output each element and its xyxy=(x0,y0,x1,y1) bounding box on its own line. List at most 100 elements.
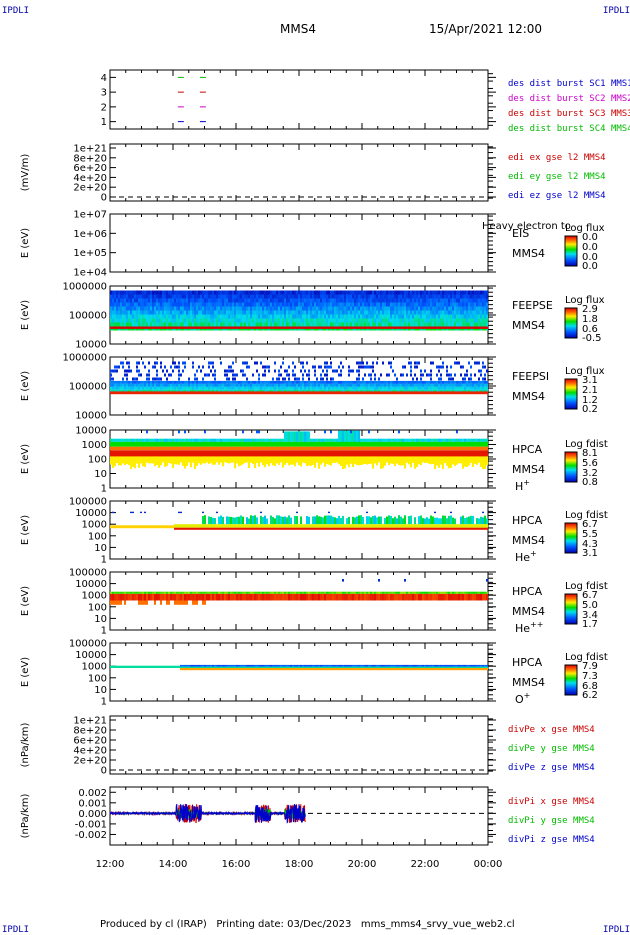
colorbar xyxy=(565,452,577,482)
species-label: He++ xyxy=(515,620,543,635)
legend-entry: edi ez gse l2 MMS4 xyxy=(508,191,606,201)
heatmap-cells xyxy=(110,362,488,395)
spacecraft-label: MMS4 xyxy=(512,319,545,332)
x-tick-label: 14:00 xyxy=(159,859,188,870)
y-tick-label: 1e+04 xyxy=(73,268,107,279)
y-tick-label: 0 xyxy=(101,193,107,204)
y-tick-label: 0 xyxy=(101,766,107,777)
y-axis-label: E (eV) xyxy=(20,586,31,616)
panel-frame xyxy=(110,214,488,272)
y-tick-label: 1 xyxy=(101,117,107,128)
y-tick-label: 10000 xyxy=(75,508,107,519)
colorbar xyxy=(565,523,577,553)
y-axis-label: E (eV) xyxy=(20,371,31,401)
footer-script: mms_mms4_srvy_vue_web2.cl xyxy=(361,919,515,930)
legend-entry: edi ex gse l2 MMS4 xyxy=(508,153,606,163)
colorbar-tick-label: 0.2 xyxy=(582,404,598,415)
colorbar-tick-label: 3.1 xyxy=(582,548,598,559)
y-tick-label: 4 xyxy=(101,73,107,84)
y-tick-label: 100000 xyxy=(69,639,107,650)
y-tick-label: 1e+05 xyxy=(73,248,107,259)
y-tick-label: 1e+06 xyxy=(73,229,107,240)
legend-entry: divPi x gse MMS4 xyxy=(508,797,595,807)
footer: Produced by cl (IRAP) Printing date: 03/… xyxy=(100,919,515,930)
legend-entry: des dist burst SC3 MMS3 xyxy=(508,109,630,119)
colorbar-tick-label: 0.8 xyxy=(582,477,598,488)
species-label: H+ xyxy=(515,478,530,493)
legend-entry: edi ey gse l2 MMS4 xyxy=(508,172,606,182)
footer-printing-date: Printing date: 03/Dec/2023 xyxy=(216,919,351,930)
y-axis-label: E (eV) xyxy=(20,515,31,545)
panel-frame xyxy=(110,643,488,701)
spacecraft-label: MMS4 xyxy=(512,463,545,476)
y-tick-label: 1000 xyxy=(82,591,107,602)
panel-frame xyxy=(110,716,488,774)
colorbar-tick-label: 1.7 xyxy=(582,619,598,630)
legend-entry: divPi y gse MMS4 xyxy=(508,816,595,826)
instrument-label: HPCA xyxy=(512,585,543,598)
x-tick-label: 18:00 xyxy=(285,859,314,870)
y-tick-label: -0.002 xyxy=(75,830,107,841)
y-tick-label: 1000 xyxy=(82,662,107,673)
y-axis-label: (nPa/km) xyxy=(20,794,31,839)
heatmap-cells xyxy=(110,665,488,670)
y-axis-label: E (eV) xyxy=(20,657,31,687)
legend-entry: divPe y gse MMS4 xyxy=(508,744,595,754)
instrument-label: HPCA xyxy=(512,514,543,527)
instrument-label: HPCA xyxy=(512,656,543,669)
spacecraft-label: MMS4 xyxy=(512,534,545,547)
legend-entry: divPe x gse MMS4 xyxy=(508,725,595,735)
heatmap-cells xyxy=(110,512,488,530)
colorbar xyxy=(565,379,577,409)
colorbar-tick-label: 0.0 xyxy=(582,261,598,272)
y-axis-label: (mV/m) xyxy=(20,154,31,192)
panel-frame xyxy=(110,144,488,201)
y-tick-label: 10000 xyxy=(75,426,107,437)
y-tick-label: 10000 xyxy=(75,650,107,661)
heatmap-cells xyxy=(110,291,488,331)
instrument-label: FEEPSE xyxy=(512,299,553,312)
legend-entry: des dist burst SC4 MMS4 xyxy=(508,124,630,134)
y-tick-label: 100000 xyxy=(69,311,107,322)
y-tick-label: 10 xyxy=(94,685,107,696)
y-tick-label: 100 xyxy=(88,673,107,684)
y-tick-label: 1 xyxy=(101,484,107,495)
series-line-blue xyxy=(110,804,305,823)
legend-entry: des dist burst SC2 MMS2 xyxy=(508,94,630,104)
y-tick-label: 100 xyxy=(88,602,107,613)
y-tick-label: 100000 xyxy=(69,568,107,579)
panel-divpi: (nPa/km)0.0020.0010.000-0.001-0.002divPi… xyxy=(20,787,595,845)
extra-label: Heavy electron to xyxy=(482,221,571,232)
y-tick-label: 100 xyxy=(88,531,107,542)
colorbar xyxy=(565,236,577,266)
y-tick-label: -0.001 xyxy=(75,819,107,830)
y-tick-label: 100000 xyxy=(69,497,107,508)
y-tick-label: 10 xyxy=(94,543,107,554)
y-axis-label: E (eV) xyxy=(20,300,31,330)
footer-produced-by: Produced by cl (IRAP) xyxy=(100,919,207,930)
y-axis-label: (nPa/km) xyxy=(20,723,31,768)
instrument-label: HPCA xyxy=(512,443,543,456)
y-tick-label: 0.002 xyxy=(78,788,107,799)
colorbar-tick-label: -0.5 xyxy=(582,333,602,344)
y-tick-label: 10 xyxy=(94,469,107,480)
y-tick-label: 2 xyxy=(101,102,107,113)
x-tick-label: 16:00 xyxy=(222,859,251,870)
y-tick-label: 1000000 xyxy=(62,353,107,364)
spacecraft-label: MMS4 xyxy=(512,676,545,689)
y-tick-label: 1000 xyxy=(82,440,107,451)
y-axis-label: E (eV) xyxy=(20,228,31,258)
panel-frame xyxy=(110,70,488,129)
species-label: O+ xyxy=(515,691,530,706)
legend-entry: des dist burst SC1 MMS1 xyxy=(508,79,630,89)
species-label: He+ xyxy=(515,549,537,564)
y-tick-label: 1000000 xyxy=(62,282,107,293)
